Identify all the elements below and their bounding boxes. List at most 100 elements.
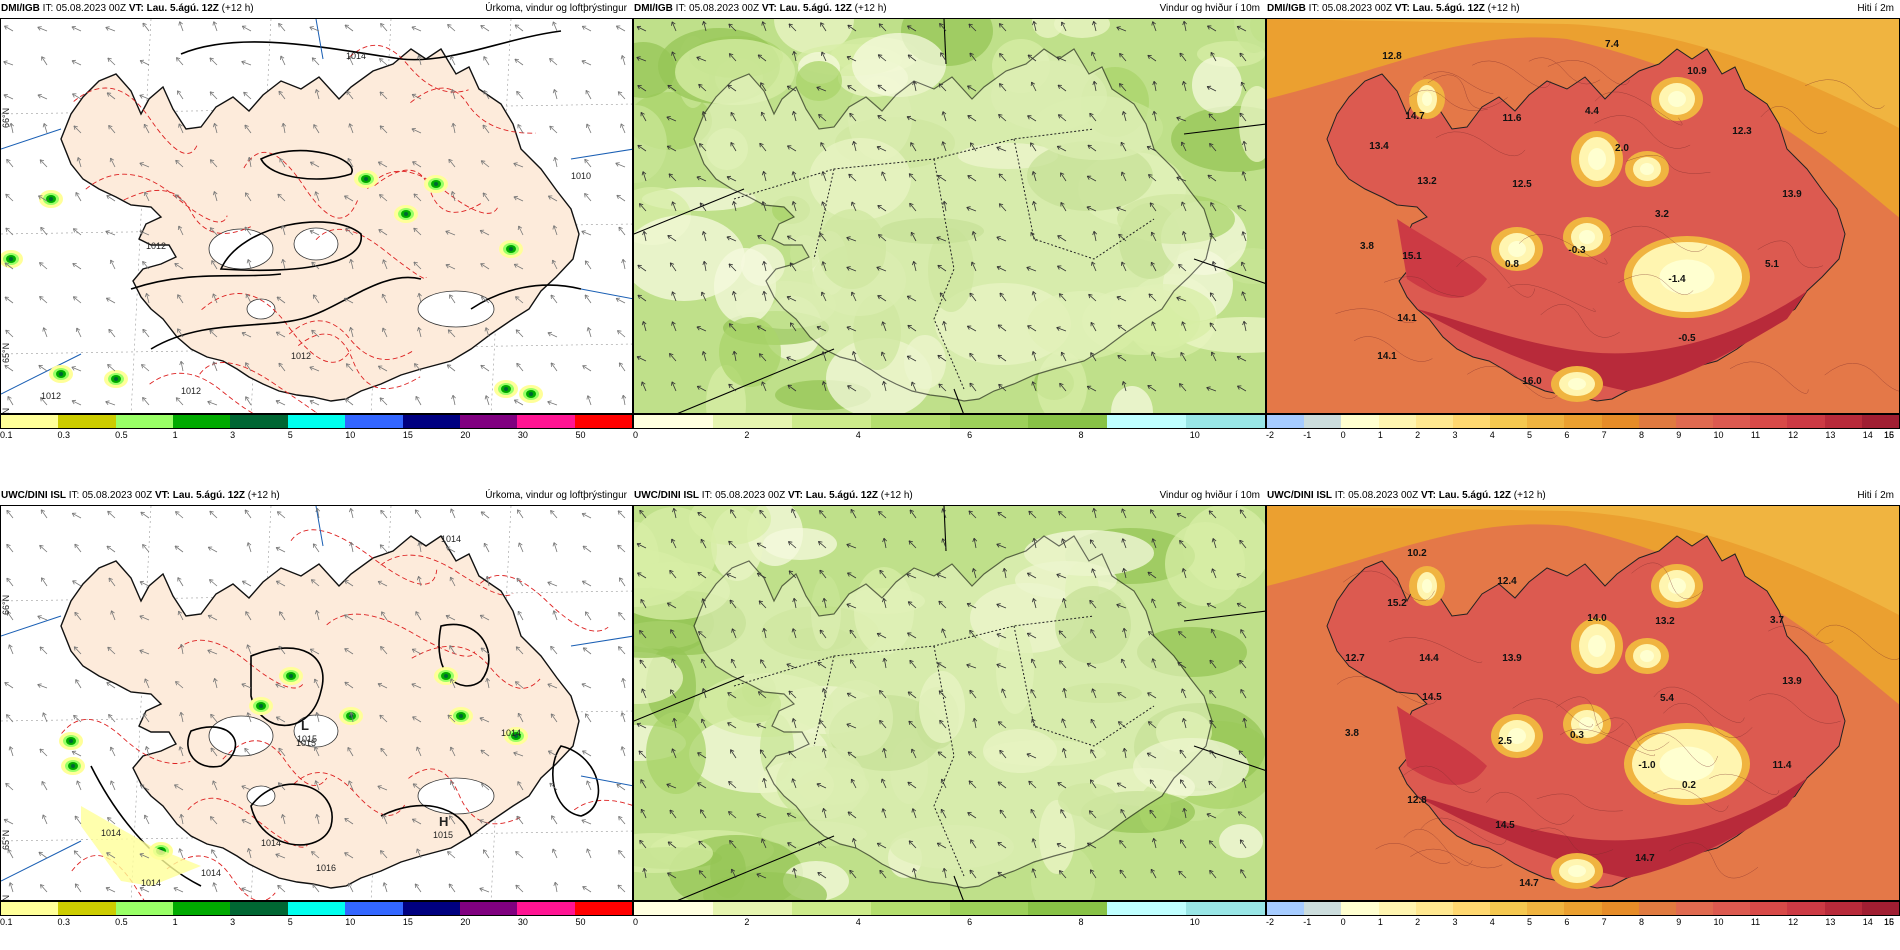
- model-run-info: UWC/DINI ISL IT: 05.08.2023 00Z VT: Lau.…: [634, 487, 913, 504]
- legend-tick-label: 4: [1489, 917, 1495, 927]
- map-temp[interactable]: 7.4 12.8 10.9 14.7 11.6 4.4 12.3 13.4 2.0 13.2 12.…: [1266, 18, 1900, 414]
- legend-tick-label: 20: [460, 430, 471, 440]
- legend-tick-label: 0: [633, 430, 639, 440]
- legend-swatch: [1415, 415, 1453, 428]
- sea-temperature-north: [1267, 19, 1899, 218]
- latitude-label: 66°N: [1, 595, 11, 615]
- map-wind[interactable]: [633, 505, 1266, 901]
- wind-arrows: [3, 21, 627, 406]
- panel-header: UWC/DINI ISL IT: 05.08.2023 00Z VT: Lau.…: [633, 487, 1266, 504]
- warm-band: [1417, 291, 1807, 391]
- sea-temperature-north: [1267, 506, 1899, 705]
- temperature-value: 15.2: [1387, 598, 1407, 609]
- legend-swatch: [287, 415, 346, 428]
- sea-temperature-far-north: [1267, 506, 1899, 615]
- map-canvas: 10141014101410151016101410141014L1015H10…: [1, 506, 632, 900]
- map-temp[interactable]: 10.2 12.4 15.2 14.0 13.2 3.7 12.7 14.4 13.9 13.9 1…: [1266, 505, 1900, 901]
- precipitation-cells: [59, 667, 528, 886]
- glacier: [208, 228, 274, 270]
- legend-tick-label: 14: [1862, 917, 1873, 927]
- legend-tick-label: 14: [1862, 430, 1873, 440]
- model-run-info: UWC/DINI ISL IT: 05.08.2023 00Z VT: Lau.…: [1, 487, 280, 504]
- init-time: IT: 05.08.2023 00Z: [1308, 3, 1393, 14]
- forecast-panel-wind: DMI/IGB IT: 05.08.2023 00Z VT: Lau. 5.ág…: [633, 0, 1266, 460]
- legend-swatch: [345, 902, 403, 915]
- legend-ticks: -2 -1 0 1 2 3 4 5 6 7 8 9 10 11 12 13 14 15 16: [1266, 430, 1900, 442]
- pressure-label: 1014: [201, 868, 221, 878]
- init-time: IT: 05.08.2023 00Z: [68, 490, 153, 501]
- temperature-value: 5.4: [1660, 693, 1674, 704]
- pressure-label: 1012: [146, 241, 166, 251]
- legend-tick-label: 16: [1884, 917, 1895, 927]
- map-wind[interactable]: [633, 18, 1266, 414]
- init-time: IT: 05.08.2023 00Z: [675, 3, 760, 14]
- legend-swatch: [115, 902, 174, 915]
- pressure-label: 1012: [41, 391, 61, 401]
- temperature-value: 5.1: [1765, 259, 1779, 270]
- temperature-value: 13.9: [1502, 653, 1522, 664]
- legend-swatch: [949, 902, 1029, 915]
- temperature-value: 13.2: [1655, 616, 1675, 627]
- iceland-outline: [693, 48, 1213, 402]
- legend-swatch: [173, 902, 231, 915]
- legend-tick-label: 2: [1415, 917, 1421, 927]
- legend-tick-label: 12: [1788, 430, 1799, 440]
- legend-swatch: [1107, 415, 1187, 428]
- legend-swatch: [1824, 415, 1862, 428]
- legend-tick-label: 30: [517, 430, 528, 440]
- legend-swatch: [1452, 415, 1491, 428]
- legend-tick-label: 0.3: [57, 430, 71, 440]
- legend-swatch: [1713, 415, 1751, 428]
- legend-tick-label: 2: [1415, 430, 1421, 440]
- temperature-value: 3.7: [1770, 615, 1784, 626]
- legend-tick-label: 0.1: [0, 917, 13, 927]
- panel-header: DMI/IGB IT: 05.08.2023 00Z VT: Lau. 5.ág…: [0, 0, 633, 17]
- legend-swatch: [1787, 902, 1825, 915]
- legend-swatch: [949, 415, 1029, 428]
- pressure-label: 1015: [433, 830, 453, 840]
- legend-colorbar: [1266, 414, 1900, 429]
- map-precip[interactable]: 1014 1012 1012 1012 1010 1012 66°N 65°N 64°N: [0, 18, 633, 414]
- legend-swatch: [287, 902, 346, 915]
- legend-swatch: [1861, 902, 1899, 915]
- iceland-outline: [693, 535, 1213, 889]
- temperature-value: 12.7: [1345, 653, 1365, 664]
- legend-tick-label: 30: [517, 917, 528, 927]
- wind-arrows: [636, 20, 1247, 392]
- legend-swatch: [1750, 415, 1788, 428]
- legend-swatch: [402, 902, 460, 915]
- legend-tick-label: 2: [744, 917, 750, 927]
- pressure-label: 1015: [297, 734, 317, 744]
- legend-tick-label: 10: [1713, 430, 1724, 440]
- pressure-label: 1014: [441, 534, 461, 544]
- legend-tick-label: 4: [855, 917, 861, 927]
- pressure-label: 1014: [501, 728, 521, 738]
- glacier: [208, 715, 274, 757]
- legend-ticks: -2 -1 0 1 2 3 4 5 6 7 8 9 10 11 12 13 14 15 16: [1266, 917, 1900, 929]
- legend-tick-label: 10: [1189, 430, 1200, 440]
- panel-header: DMI/IGB IT: 05.08.2023 00Z VT: Lau. 5.ág…: [1266, 0, 1900, 17]
- legend-tick-label: 1: [1377, 430, 1383, 440]
- legend-swatch: [1638, 415, 1676, 428]
- legend-tick-label: 12: [1788, 917, 1799, 927]
- map-precip[interactable]: 1014 1014 1014 1015 1016 1014 1014 1014 L 1015 H 10…: [0, 505, 633, 901]
- legend-swatch: [345, 415, 403, 428]
- legend-swatch: [1713, 902, 1751, 915]
- sea-temperature-far-north: [1267, 19, 1899, 128]
- legend-tick-label: 1: [1377, 917, 1383, 927]
- legend-tick-label: 7: [1601, 430, 1607, 440]
- legend-swatch: [115, 415, 174, 428]
- legend-tick-label: 9: [1676, 917, 1682, 927]
- legend-tick-label: 11: [1750, 917, 1761, 927]
- legend-swatch: [402, 415, 460, 428]
- legend-swatch: [1028, 902, 1108, 915]
- temperature-value: 13.4: [1369, 141, 1389, 152]
- legend-tick-label: 6: [967, 917, 973, 927]
- temperature-value: 10.2: [1407, 548, 1427, 559]
- pressure-label: 1012: [181, 386, 201, 396]
- temperature-value: 3.8: [1345, 728, 1359, 739]
- legend-colorbar: [1266, 901, 1900, 916]
- legend-swatch: [1186, 415, 1265, 428]
- temperature-value: 0.2: [1682, 780, 1696, 791]
- temperature-value: 14.1: [1377, 351, 1397, 362]
